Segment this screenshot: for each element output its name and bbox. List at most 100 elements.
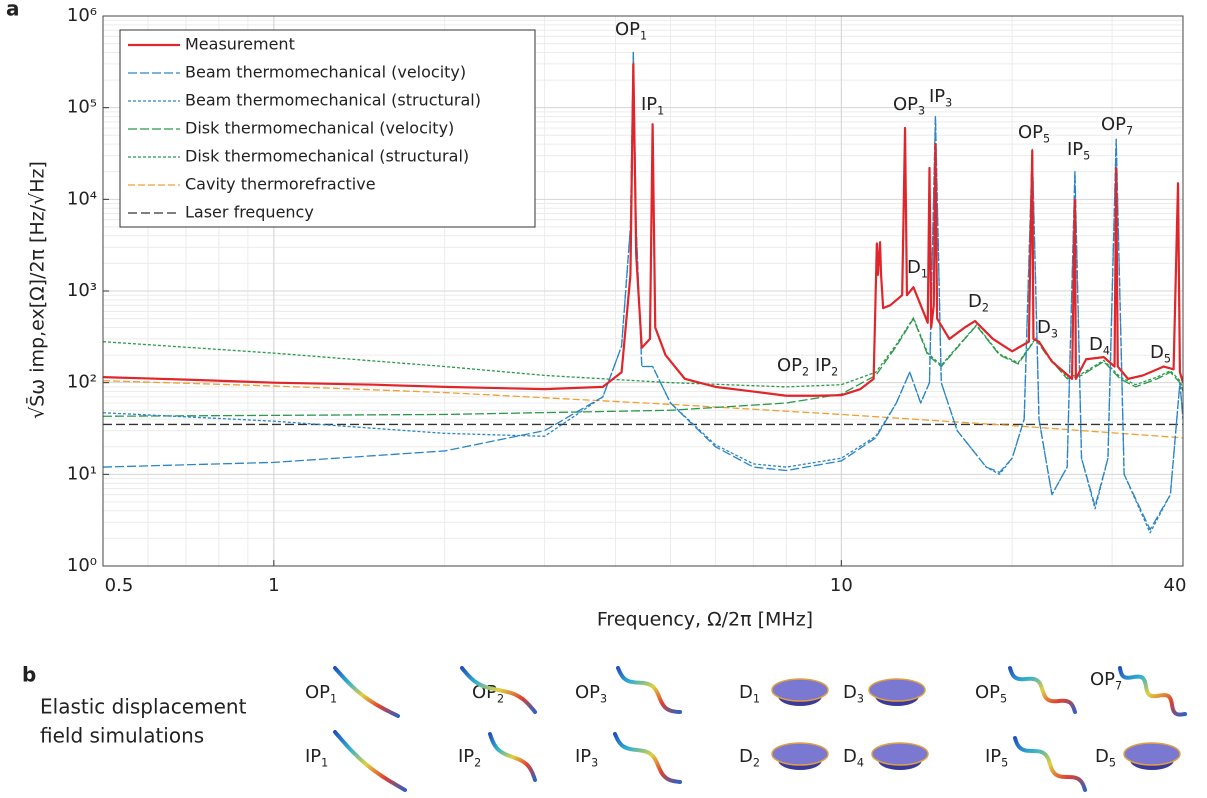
peak-label: D5: [1150, 342, 1171, 365]
mode-label-text: D: [1095, 746, 1109, 767]
peak-label-text: D: [907, 257, 921, 278]
peak-label: OP2: [777, 355, 809, 378]
mode-label-sub: 2: [474, 756, 481, 769]
mode-label-text: IP: [458, 746, 474, 767]
peak-label-text: D: [968, 291, 982, 312]
peak-label: OP7: [1101, 114, 1133, 137]
legend-label: Disk thermomechanical (velocity): [185, 119, 454, 138]
mode-label-sub: 2: [753, 756, 760, 769]
mode-label-text: IP: [575, 746, 591, 767]
peak-label-sub: 4: [1103, 344, 1110, 357]
beam-mode-shape: [615, 734, 680, 782]
disk-mode-shape: [872, 743, 928, 765]
y-tick-label: 10⁶: [67, 5, 97, 26]
peak-label: D1: [907, 257, 928, 280]
peak-label-sub: 1: [921, 267, 928, 280]
beam-mode-shape: [490, 734, 535, 780]
disk-mode-shape: [772, 679, 828, 701]
mode-label-sub: 2: [497, 692, 504, 705]
panel-label: a: [6, 0, 20, 21]
mode-label-sub: 5: [1001, 756, 1008, 769]
peak-label: IP1: [641, 94, 664, 117]
peak-label-text: OP: [1018, 122, 1043, 143]
peak-label-text: D: [1037, 317, 1051, 338]
y-tick-label: 10⁰: [67, 555, 97, 576]
peak-label: OP5: [1018, 122, 1050, 145]
mode-label-text: IP: [985, 746, 1001, 767]
mode-label-sub: 4: [857, 756, 864, 769]
mode-label-sub: 5: [1109, 756, 1116, 769]
x-tick-label: 40: [1164, 575, 1187, 596]
mode-label: IP1: [305, 746, 328, 769]
legend-label: Beam thermomechanical (velocity): [185, 63, 466, 82]
mode-label-sub: 1: [330, 692, 337, 705]
mode-label: OP2: [472, 682, 504, 705]
mode-label: D5: [1095, 746, 1116, 769]
peak-label: IP2: [815, 355, 838, 378]
peak-label-sub: 3: [945, 96, 952, 109]
peak-label-sub: 5: [1043, 132, 1050, 145]
figure: a Frequency, Ω/2π [MHz] √S̄ω imp,ex[Ω]/2…: [0, 0, 1207, 798]
peak-label-sub: 5: [1164, 352, 1171, 365]
peak-label-text: OP: [777, 355, 802, 376]
peak-label: D2: [968, 291, 989, 314]
legend-label: Disk thermomechanical (structural): [185, 147, 469, 166]
mode-label: OP1: [305, 682, 337, 705]
peak-label: OP3: [893, 94, 925, 117]
mode-label-text: D: [843, 746, 857, 767]
beam-mode-shape: [335, 732, 405, 790]
mode-label: OP3: [575, 682, 607, 705]
y-tick-label: 10⁴: [67, 188, 97, 209]
mode-label: IP5: [985, 746, 1008, 769]
mode-label-sub: 3: [857, 692, 864, 705]
legend-label: Laser frequency: [185, 203, 314, 222]
series-line: [103, 319, 1183, 417]
beam-mode-shape: [618, 668, 680, 712]
peak-label-text: OP: [893, 94, 918, 115]
mode-label: D4: [843, 746, 864, 769]
peak-label-sub: 3: [918, 104, 925, 117]
legend-label: Beam thermomechanical (structural): [185, 91, 481, 110]
mode-label-text: OP: [575, 682, 600, 703]
peak-label-sub: 2: [802, 365, 809, 378]
peak-label: IP5: [1067, 139, 1090, 162]
peak-label-sub: 2: [982, 301, 989, 314]
peak-label: OP1: [615, 19, 647, 42]
mode-label-sub: 3: [600, 692, 607, 705]
peak-label-sub: 5: [1083, 149, 1090, 162]
peak-label-text: IP: [641, 94, 657, 115]
disk-mode-shape: [1124, 743, 1180, 765]
y-tick-label: 10²: [67, 372, 97, 393]
x-tick-label: 10: [830, 575, 853, 596]
x-tick-label: 0.5: [105, 575, 134, 596]
legend-label: Measurement: [185, 35, 295, 54]
peak-label-text: IP: [1067, 139, 1083, 160]
peak-label-sub: 2: [831, 365, 838, 378]
mode-label-text: D: [739, 682, 753, 703]
mode-label-sub: 3: [591, 756, 598, 769]
mode-label-sub: 1: [753, 692, 760, 705]
series-line: [103, 318, 1183, 389]
mode-label: OP5: [975, 682, 1007, 705]
legend-label: Cavity thermorefractive: [185, 175, 376, 194]
mode-label-sub: 7: [1115, 679, 1122, 692]
mode-label-text: D: [843, 682, 857, 703]
mode-label-sub: 5: [1000, 692, 1007, 705]
mode-label: D2: [739, 746, 760, 769]
caption: field simulations: [40, 724, 204, 748]
peak-label-text: OP: [615, 19, 640, 40]
peak-label-sub: 3: [1051, 327, 1058, 340]
mode-label-text: OP: [305, 682, 330, 703]
y-tick-label: 10¹: [67, 463, 97, 484]
mode-label-text: OP: [975, 682, 1000, 703]
peak-label-text: D: [1150, 342, 1164, 363]
beam-mode-shape: [1015, 738, 1085, 790]
peak-label-sub: 7: [1126, 124, 1133, 137]
peak-label-text: IP: [929, 86, 945, 107]
peak-label-sub: 1: [657, 104, 664, 117]
x-axis-label: Frequency, Ω/2π [MHz]: [597, 609, 813, 631]
caption: Elastic displacement: [40, 695, 247, 719]
peak-label-text: OP: [1101, 114, 1126, 135]
peak-label-text: IP: [815, 355, 831, 376]
peak-label: IP3: [929, 86, 952, 109]
